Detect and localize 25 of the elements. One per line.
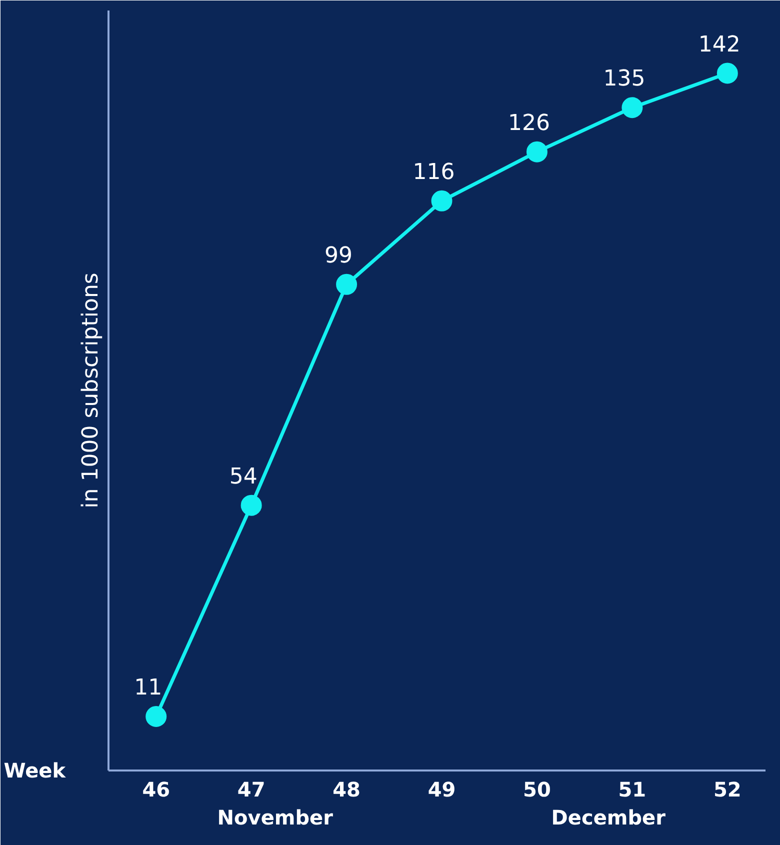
data-label: 99 bbox=[324, 243, 353, 268]
x-tick-label: 51 bbox=[618, 778, 646, 802]
x-tick-label: 46 bbox=[142, 778, 170, 802]
data-label: 11 bbox=[134, 675, 162, 700]
text: November bbox=[217, 806, 334, 830]
x-tick-label: 50 bbox=[523, 778, 551, 802]
point bbox=[146, 706, 167, 727]
x-tick-label: 49 bbox=[428, 778, 456, 802]
data-label: 116 bbox=[412, 160, 455, 185]
x-tick-label: 47 bbox=[237, 778, 266, 802]
point bbox=[716, 62, 738, 84]
data-label: 135 bbox=[603, 66, 646, 92]
y-axis-title: in 1000 subscriptions bbox=[78, 272, 104, 508]
point bbox=[240, 494, 262, 516]
x-axis-title: Week bbox=[4, 758, 66, 782]
point bbox=[526, 141, 548, 162]
x-tick-label: 52 bbox=[713, 778, 742, 802]
point bbox=[431, 190, 452, 212]
point bbox=[336, 274, 358, 295]
text: December bbox=[551, 806, 666, 830]
data-label: 142 bbox=[698, 32, 740, 58]
data-label: 54 bbox=[229, 464, 258, 490]
point bbox=[622, 97, 643, 118]
data-label: 126 bbox=[508, 110, 550, 136]
x-tick-label: 48 bbox=[332, 778, 360, 802]
